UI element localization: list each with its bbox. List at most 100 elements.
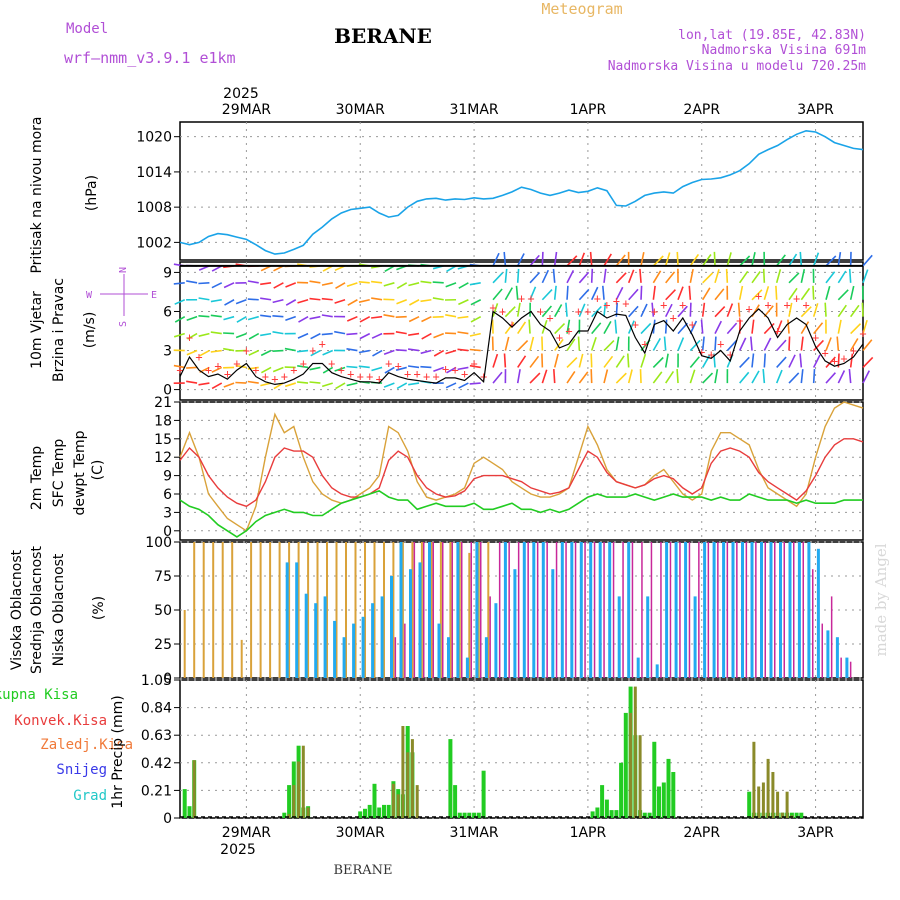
precip-bar bbox=[396, 794, 400, 818]
cloud-bar bbox=[484, 637, 488, 678]
wind-arrow bbox=[714, 369, 719, 384]
wind-arrow bbox=[285, 315, 296, 322]
precip-bar bbox=[401, 726, 405, 818]
wind-speed-line bbox=[179, 308, 864, 386]
wind-arrow bbox=[615, 336, 620, 351]
wind-arrow bbox=[529, 372, 541, 384]
2m-temp-line bbox=[179, 438, 864, 508]
y-tick-label: 1002 bbox=[136, 235, 172, 251]
wind-arrow bbox=[825, 372, 836, 384]
cloud-bar bbox=[456, 542, 460, 678]
wind-arrow bbox=[210, 314, 222, 318]
precip-bar bbox=[192, 760, 196, 818]
cloud-bar bbox=[278, 542, 281, 678]
precip-legend-snow: Snijeg bbox=[56, 762, 107, 778]
gust-marker: + bbox=[385, 357, 392, 371]
gust-marker: + bbox=[357, 370, 364, 384]
wind-arrow bbox=[297, 298, 309, 304]
gust-marker: + bbox=[774, 324, 781, 338]
temp-title-3: dewpt Temp bbox=[72, 430, 88, 515]
wind-arrow bbox=[358, 298, 370, 303]
cloud-bar bbox=[371, 603, 375, 678]
wind-arrow bbox=[615, 355, 625, 368]
cloud-bar bbox=[674, 542, 678, 678]
wind-arrow bbox=[701, 302, 706, 317]
wind-arrow bbox=[603, 268, 607, 283]
wind-arrow bbox=[272, 331, 284, 335]
cloud-title-3: Niska Oblacnost bbox=[51, 553, 67, 666]
gust-marker: + bbox=[527, 291, 534, 305]
wind-arrow bbox=[739, 371, 750, 384]
compass-n: N bbox=[118, 267, 129, 273]
wind-arrow bbox=[677, 322, 688, 335]
precip-bar bbox=[766, 758, 770, 818]
wind-arrow bbox=[627, 353, 630, 368]
wind-arrow bbox=[665, 271, 676, 284]
wind-arrow bbox=[812, 303, 819, 317]
wind-arrow bbox=[862, 356, 874, 369]
cloud-bar bbox=[269, 542, 272, 678]
wind-arrow bbox=[566, 370, 576, 384]
y-tick-label: 12 bbox=[154, 450, 172, 466]
wind-arrow bbox=[210, 331, 222, 335]
y-tick-labels: 1002100810141020036903691215182102550751… bbox=[136, 130, 172, 827]
wind-arrow bbox=[566, 270, 575, 284]
wind-arrow bbox=[395, 349, 407, 352]
cloud-bar bbox=[487, 542, 490, 678]
wind-arrow bbox=[812, 369, 816, 384]
wind-arrow bbox=[458, 382, 469, 389]
wind-arrow bbox=[862, 370, 871, 384]
wind-arrow bbox=[346, 382, 358, 387]
wind-arrow bbox=[689, 339, 701, 352]
wind-arrow bbox=[187, 332, 198, 340]
gust-marker: + bbox=[338, 363, 345, 377]
wind-arrow bbox=[383, 382, 395, 388]
wind-arrow bbox=[173, 282, 185, 285]
wind-arrow bbox=[541, 251, 544, 266]
wind-arrow bbox=[492, 272, 504, 284]
cloud-bar bbox=[494, 603, 498, 678]
panel-frame bbox=[179, 401, 864, 541]
gust-marker: + bbox=[670, 311, 677, 325]
cloud-bar bbox=[295, 562, 299, 678]
gust-marker: + bbox=[651, 304, 658, 318]
wind-arrow bbox=[665, 289, 676, 301]
cloud-bar bbox=[845, 657, 849, 678]
wind-arrow bbox=[554, 338, 564, 352]
wind-arrow bbox=[554, 304, 563, 318]
cloud-bar bbox=[826, 630, 830, 678]
wind-arrow bbox=[529, 355, 540, 368]
wind-arrow bbox=[702, 254, 712, 267]
gust-marker: + bbox=[736, 314, 743, 328]
precip-bar bbox=[623, 712, 628, 818]
wind-arrow bbox=[248, 332, 260, 340]
wind-arrow bbox=[849, 338, 859, 351]
cloud-bar bbox=[821, 623, 823, 678]
wind-arrow bbox=[689, 320, 698, 334]
cloud-bar bbox=[546, 542, 548, 678]
gust-marker: + bbox=[518, 291, 525, 305]
cloud-bar bbox=[285, 562, 289, 678]
precip-bar bbox=[457, 812, 462, 818]
wind-arrow bbox=[565, 302, 568, 317]
cloud-bar bbox=[641, 542, 643, 678]
wind-arrow bbox=[198, 315, 210, 318]
wind-arrow bbox=[321, 282, 333, 286]
top-day-label: 3APR bbox=[797, 102, 834, 118]
y-tick-label: 0.42 bbox=[141, 756, 172, 772]
wind-arrow bbox=[445, 349, 457, 355]
wind-arrow bbox=[651, 302, 655, 317]
wind-arrow bbox=[492, 303, 499, 317]
wind-arrow bbox=[664, 252, 671, 267]
wind-arrow bbox=[408, 282, 420, 287]
model-label: Model bbox=[66, 21, 108, 37]
wind-arrow bbox=[260, 297, 272, 301]
wind-arrow bbox=[603, 340, 615, 352]
wind-arrow bbox=[787, 319, 790, 334]
wind-arrow bbox=[812, 285, 815, 300]
wind-arrow bbox=[763, 353, 766, 368]
top-day-label: 29MAR bbox=[222, 102, 271, 118]
wind-arrow bbox=[825, 337, 832, 351]
wind-arrow bbox=[628, 288, 639, 301]
cloud-bar bbox=[354, 542, 357, 678]
